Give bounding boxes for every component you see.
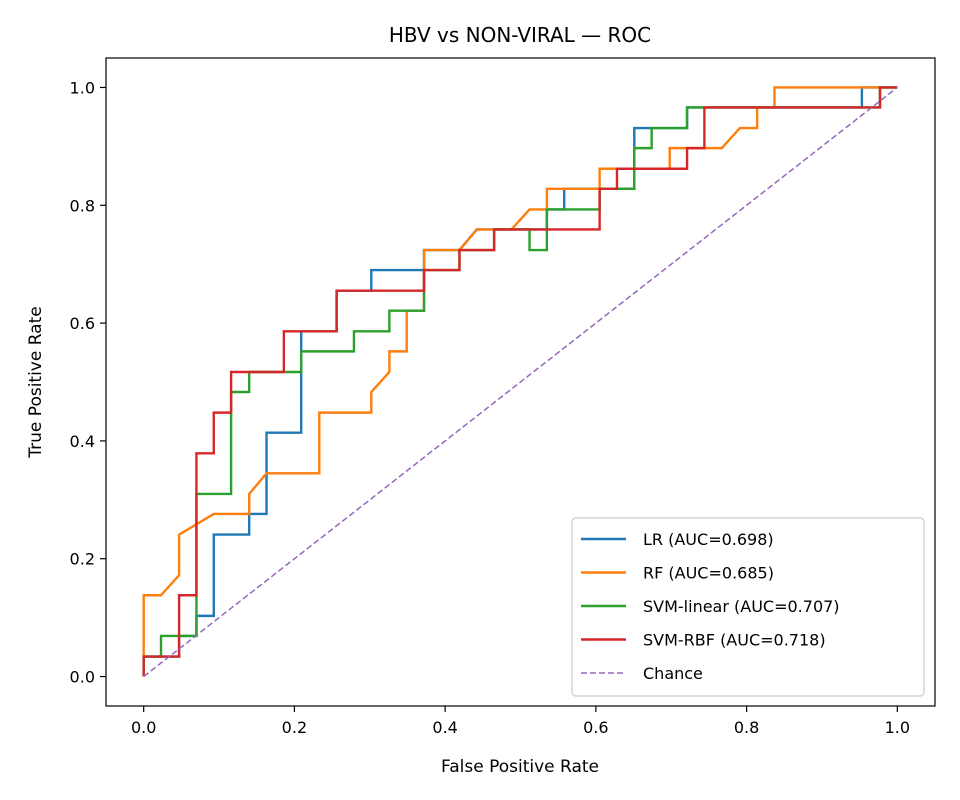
y-tick-label: 0.2 xyxy=(70,550,95,569)
legend-box xyxy=(571,517,925,697)
y-axis-label: True Positive Rate xyxy=(26,306,46,458)
legend-label: RF (AUC=0.685) xyxy=(643,564,774,583)
legend-entries: LR (AUC=0.698) RF (AUC=0.685) SVM-linear (… xyxy=(581,530,840,683)
x-tick-label: 0.4 xyxy=(432,718,457,737)
legend-label: LR (AUC=0.698) xyxy=(643,530,774,549)
y-tick-label: 1.0 xyxy=(70,78,95,97)
legend: LR (AUC=0.698) RF (AUC=0.685) SVM-linear (… xyxy=(571,517,925,697)
x-axis-ticks: 0.0 0.2 0.4 0.6 0.8 1.0 xyxy=(131,706,910,737)
x-tick-label: 0.6 xyxy=(583,718,608,737)
chart-title: HBV vs NON-VIRAL — ROC xyxy=(389,23,651,47)
x-axis-label: False Positive Rate xyxy=(441,757,599,777)
y-tick-label: 0.6 xyxy=(70,314,95,333)
x-tick-label: 0.8 xyxy=(734,718,759,737)
series-line-svm-rbf xyxy=(142,86,898,677)
series-line-chance xyxy=(143,86,898,678)
x-tick-label: 0.2 xyxy=(282,718,307,737)
legend-label: SVM-linear (AUC=0.707) xyxy=(643,597,840,616)
x-tick-label: 1.0 xyxy=(885,718,910,737)
x-tick-label: 0.0 xyxy=(131,718,156,737)
series-line-rf xyxy=(142,86,898,677)
y-tick-label: 0.4 xyxy=(70,432,95,451)
y-tick-label: 0.8 xyxy=(70,196,95,215)
legend-label: SVM-RBF (AUC=0.718) xyxy=(643,631,826,650)
plot-frame xyxy=(105,57,936,707)
series-layer xyxy=(142,86,898,678)
y-axis-ticks: 0.0 0.2 0.4 0.6 0.8 1.0 xyxy=(70,78,106,687)
y-tick-label: 0.0 xyxy=(70,668,95,687)
series-line-lr xyxy=(142,86,898,677)
legend-label: Chance xyxy=(643,664,703,683)
